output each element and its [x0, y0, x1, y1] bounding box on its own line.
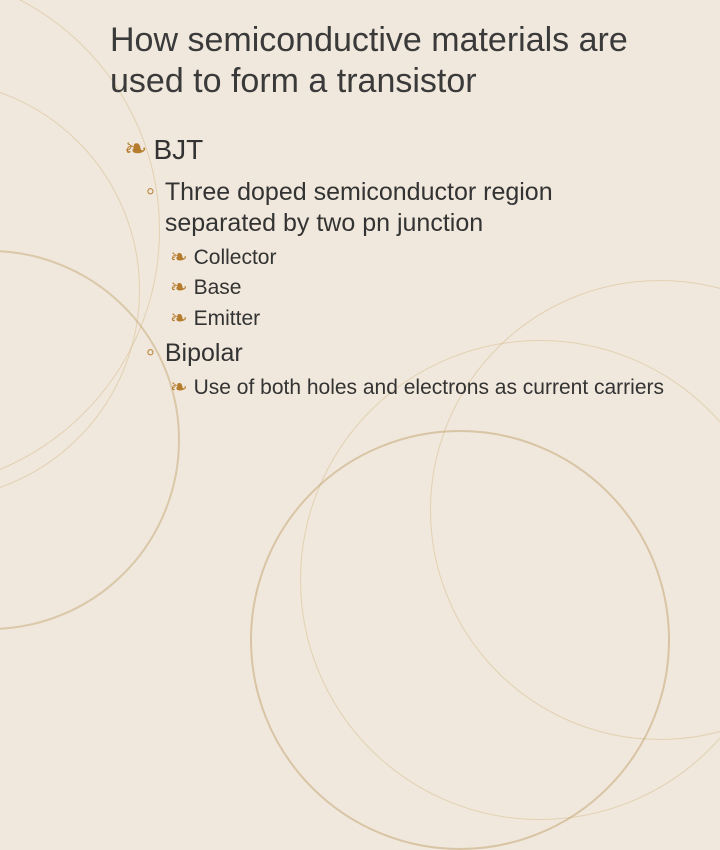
bullet-marker-icon: ❧ [170, 245, 188, 270]
bullet-marker-icon: ❧ [170, 375, 188, 400]
bullet-l3-emitter: ❧ Emitter [170, 306, 670, 332]
slide-title: How semiconductive materials are used to… [110, 20, 670, 102]
bullet-text: Three doped semiconductor region separat… [165, 177, 670, 240]
bullet-marker-icon: ❧ [170, 275, 188, 300]
bullet-l2-doped: ◦ Three doped semiconductor region separ… [146, 177, 670, 240]
bullet-marker-icon: ❧ [170, 306, 188, 331]
bullet-l2-bipolar: ◦ Bipolar [146, 338, 670, 369]
bullet-l3-carriers: ❧ Use of both holes and electrons as cur… [170, 375, 670, 401]
bullet-text: Collector [194, 245, 277, 271]
bullet-l3-base: ❧ Base [170, 275, 670, 301]
bullet-text: Bipolar [165, 338, 243, 369]
bullet-l1-bjt: ❧ BJT [124, 132, 670, 167]
bullet-text: BJT [153, 132, 203, 167]
bullet-marker-icon: ◦ [146, 338, 155, 367]
bullet-marker-icon: ❧ [124, 132, 147, 166]
bullet-text: Emitter [194, 306, 261, 332]
bullet-marker-icon: ◦ [146, 177, 155, 206]
bullet-l3-collector: ❧ Collector [170, 245, 670, 271]
bullet-text: Use of both holes and electrons as curre… [194, 375, 664, 401]
slide-content: How semiconductive materials are used to… [0, 0, 720, 425]
bullet-text: Base [194, 275, 242, 301]
